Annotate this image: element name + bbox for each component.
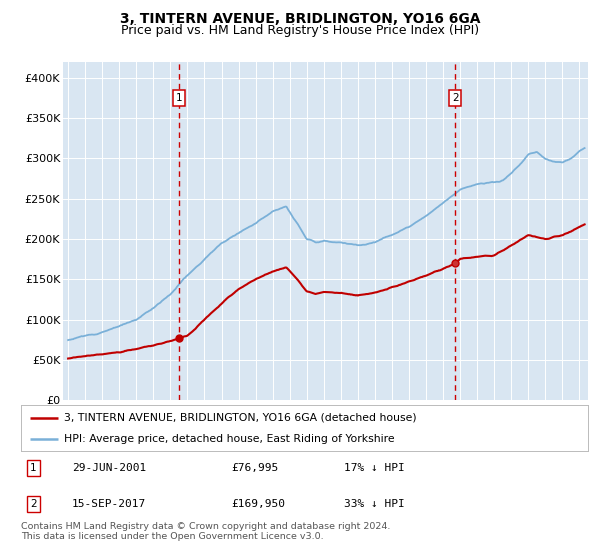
Text: 1: 1 <box>175 93 182 103</box>
Text: 1: 1 <box>30 463 37 473</box>
Text: 33% ↓ HPI: 33% ↓ HPI <box>344 499 405 509</box>
Text: 15-SEP-2017: 15-SEP-2017 <box>72 499 146 509</box>
Text: 29-JUN-2001: 29-JUN-2001 <box>72 463 146 473</box>
Text: HPI: Average price, detached house, East Riding of Yorkshire: HPI: Average price, detached house, East… <box>64 435 394 444</box>
Text: Price paid vs. HM Land Registry's House Price Index (HPI): Price paid vs. HM Land Registry's House … <box>121 24 479 36</box>
Text: 3, TINTERN AVENUE, BRIDLINGTON, YO16 6GA (detached house): 3, TINTERN AVENUE, BRIDLINGTON, YO16 6GA… <box>64 413 416 423</box>
Text: 2: 2 <box>452 93 458 103</box>
Text: Contains HM Land Registry data © Crown copyright and database right 2024.
This d: Contains HM Land Registry data © Crown c… <box>21 522 391 542</box>
Text: £169,950: £169,950 <box>231 499 285 509</box>
Text: 2: 2 <box>30 499 37 509</box>
Text: £76,995: £76,995 <box>231 463 278 473</box>
Text: 3, TINTERN AVENUE, BRIDLINGTON, YO16 6GA: 3, TINTERN AVENUE, BRIDLINGTON, YO16 6GA <box>120 12 480 26</box>
Text: 17% ↓ HPI: 17% ↓ HPI <box>344 463 405 473</box>
